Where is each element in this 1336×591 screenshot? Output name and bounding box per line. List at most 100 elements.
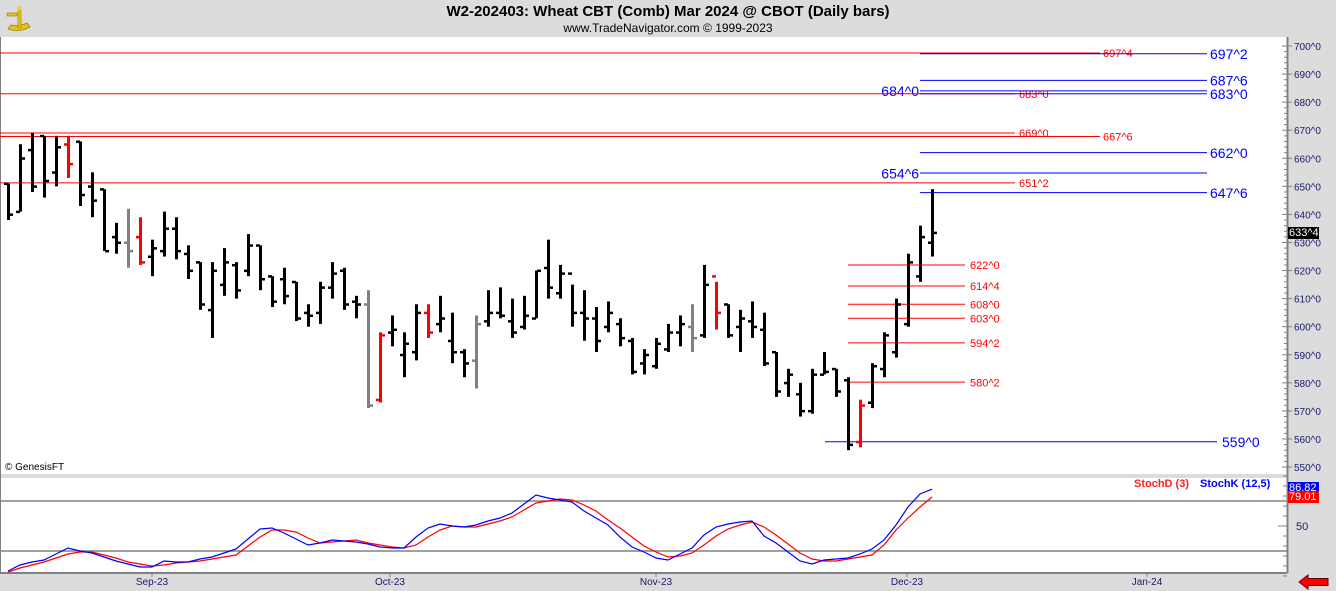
bar-open-tick [796, 393, 800, 396]
bar-close-tick [141, 261, 145, 264]
bar-open-tick [148, 255, 152, 259]
bar-open-tick [388, 331, 392, 334]
bar-range [631, 337, 634, 375]
bar-close-tick [525, 314, 529, 317]
bar-open-tick [760, 328, 764, 332]
stochd-line [7, 496, 933, 573]
bar-close-tick [861, 404, 865, 407]
bar-range [415, 304, 418, 361]
level-label-blue: 697^2 [1210, 46, 1248, 62]
bar-range [655, 337, 658, 369]
price-bar [916, 225, 925, 282]
bar-close-tick [849, 443, 853, 447]
bar-open-tick [904, 322, 908, 326]
bar-open-tick [496, 311, 500, 315]
level-label-blue: 654^6 [881, 165, 919, 181]
price-bar [736, 309, 745, 352]
price-bar [496, 287, 505, 319]
bar-close-tick [933, 231, 937, 235]
bar-range [835, 368, 838, 397]
bar-close-tick [369, 404, 373, 407]
bar-close-tick [537, 269, 541, 273]
bar-open-tick [832, 367, 836, 371]
bar-open-tick [700, 334, 704, 337]
back-arrow-icon[interactable] [1298, 574, 1330, 590]
price-bar [652, 337, 661, 369]
bar-close-tick [381, 334, 385, 337]
price-bar [724, 303, 733, 338]
bar-open-tick [292, 280, 296, 284]
y-tick-label: 610^0 [1294, 295, 1321, 306]
bar-open-tick [64, 143, 68, 146]
bar-close-tick [189, 269, 193, 273]
price-bar [628, 337, 637, 375]
bar-close-tick [129, 249, 133, 253]
y-tick-label: 670^0 [1294, 126, 1321, 137]
bar-range [559, 264, 562, 299]
bar-range [535, 270, 538, 319]
bar-open-tick [100, 188, 104, 191]
bar-close-tick [309, 314, 313, 317]
stochd-value: 79.01 [1288, 491, 1319, 503]
bar-open-tick [748, 320, 752, 323]
bar-range [199, 262, 202, 310]
price-bar [100, 188, 109, 253]
bar-range [451, 312, 454, 364]
bar-range [259, 245, 262, 291]
bar-range [343, 267, 346, 310]
x-tick-label: Jan-24 [1132, 577, 1163, 588]
x-tick-label: Sep-23 [136, 577, 169, 588]
price-bar [688, 304, 697, 352]
price-bar [160, 211, 169, 257]
bar-close-tick [93, 199, 97, 202]
price-bar [376, 332, 385, 403]
y-tick-label: 590^0 [1294, 351, 1321, 362]
level-label-red: 594^2 [970, 338, 1000, 350]
price-bar [352, 295, 361, 319]
bar-open-tick [112, 235, 116, 239]
bar-range [187, 245, 190, 279]
bar-close-tick [921, 235, 925, 239]
price-bar [856, 399, 865, 448]
bar-range [871, 363, 874, 409]
bar-range [643, 349, 646, 375]
bar-open-tick [640, 362, 644, 365]
price-bar [484, 290, 493, 327]
bar-open-tick [520, 325, 524, 329]
bar-close-tick [873, 364, 877, 368]
y-tick-label: 700^0 [1294, 42, 1321, 53]
bar-open-tick [628, 339, 632, 343]
price-bar [808, 368, 817, 414]
bar-open-tick [364, 303, 368, 306]
bar-close-tick [801, 409, 805, 413]
bar-close-tick [69, 162, 73, 166]
level-label-blue: 647^6 [1210, 185, 1248, 201]
bar-range [271, 276, 274, 308]
bar-open-tick [868, 401, 872, 404]
bar-range [715, 281, 718, 330]
bar-open-tick [916, 275, 920, 278]
price-bar [52, 135, 61, 187]
bar-range [19, 144, 22, 212]
y-tick-label: 650^0 [1294, 182, 1321, 193]
bar-close-tick [57, 146, 61, 149]
bar-close-tick [285, 294, 289, 298]
level-label-red: 667^6 [1103, 132, 1133, 144]
bar-close-tick [897, 303, 901, 306]
level-label-blue: 559^0 [1222, 434, 1260, 450]
bar-close-tick [357, 303, 361, 306]
price-bar [268, 275, 277, 308]
bar-range [727, 304, 730, 338]
y-tick-label: 680^0 [1294, 98, 1321, 109]
bar-close-tick [177, 249, 181, 253]
bar-open-tick [436, 322, 440, 326]
bar-range [931, 189, 934, 257]
bar-range [883, 332, 886, 378]
price-bar [172, 217, 181, 260]
bar-range [235, 262, 238, 299]
bar-close-tick [297, 317, 301, 320]
watermark-text: © GenesisFT [5, 462, 65, 473]
bar-open-tick [4, 182, 8, 186]
bar-open-tick [304, 311, 308, 315]
